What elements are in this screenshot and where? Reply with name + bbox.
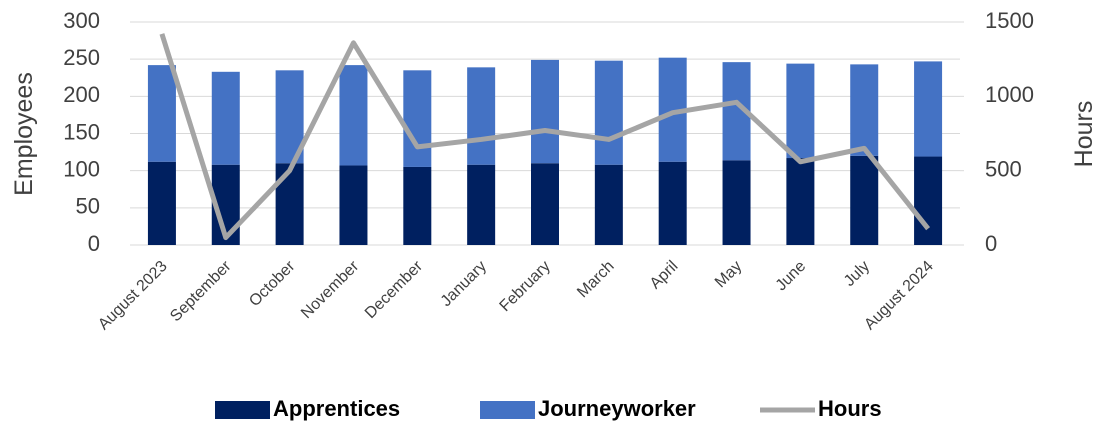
bar	[467, 67, 496, 165]
y-axis-title: Employees	[10, 72, 38, 196]
bar	[594, 60, 623, 165]
y-tick-label: 300	[63, 8, 100, 33]
bar	[147, 161, 176, 245]
bar	[658, 161, 687, 245]
bar	[275, 163, 304, 245]
line	[159, 33, 931, 241]
y2-tick-label: 0	[985, 231, 997, 256]
y2-tick-label: 1000	[985, 82, 1034, 107]
y-tick-label: 150	[63, 119, 100, 144]
x-tick-label: May	[712, 258, 745, 291]
y-tick-label: 50	[76, 194, 100, 219]
x-tick-label: August 2024	[861, 258, 937, 334]
bar	[467, 164, 496, 245]
bar	[403, 166, 432, 245]
x-tick-label: November	[298, 257, 363, 322]
x-tick-label: December	[362, 257, 427, 322]
y-tick-label: 0	[88, 231, 100, 256]
bar	[850, 64, 879, 156]
bar	[339, 65, 368, 166]
bar	[339, 165, 368, 245]
x-tick-label: April	[647, 258, 682, 293]
bar	[594, 164, 623, 245]
y-tick-label: 200	[63, 82, 100, 107]
bar	[786, 158, 815, 245]
bar	[531, 59, 559, 164]
y2-tick-label: 1500	[985, 8, 1034, 33]
x-tick-label: August 2023	[95, 258, 171, 334]
bar	[722, 160, 751, 245]
bar	[786, 63, 815, 159]
y-tick-label: 100	[63, 156, 100, 181]
x-tick-label: February	[497, 258, 554, 315]
y2-axis-title: Hours	[1070, 101, 1098, 168]
x-tick-label: July	[841, 258, 873, 290]
bar	[914, 61, 943, 157]
x-tick-label: October	[246, 257, 299, 310]
bar	[850, 155, 879, 245]
legend-label: Apprentices	[273, 396, 400, 421]
legend-label: Hours	[818, 396, 882, 421]
x-tick-label: January	[438, 258, 490, 310]
x-tick-label: March	[574, 258, 617, 301]
bar	[914, 156, 943, 245]
legend-swatch	[215, 401, 270, 419]
bar	[147, 65, 176, 162]
x-tick-label: September	[167, 257, 235, 325]
y-tick-label: 250	[63, 45, 100, 70]
bar	[403, 70, 432, 167]
legend-label: Journeyworker	[538, 396, 696, 421]
x-tick-label: June	[773, 258, 810, 295]
y2-tick-label: 500	[985, 156, 1022, 181]
bar	[531, 163, 559, 245]
legend-swatch	[480, 401, 535, 419]
bar	[211, 71, 240, 165]
